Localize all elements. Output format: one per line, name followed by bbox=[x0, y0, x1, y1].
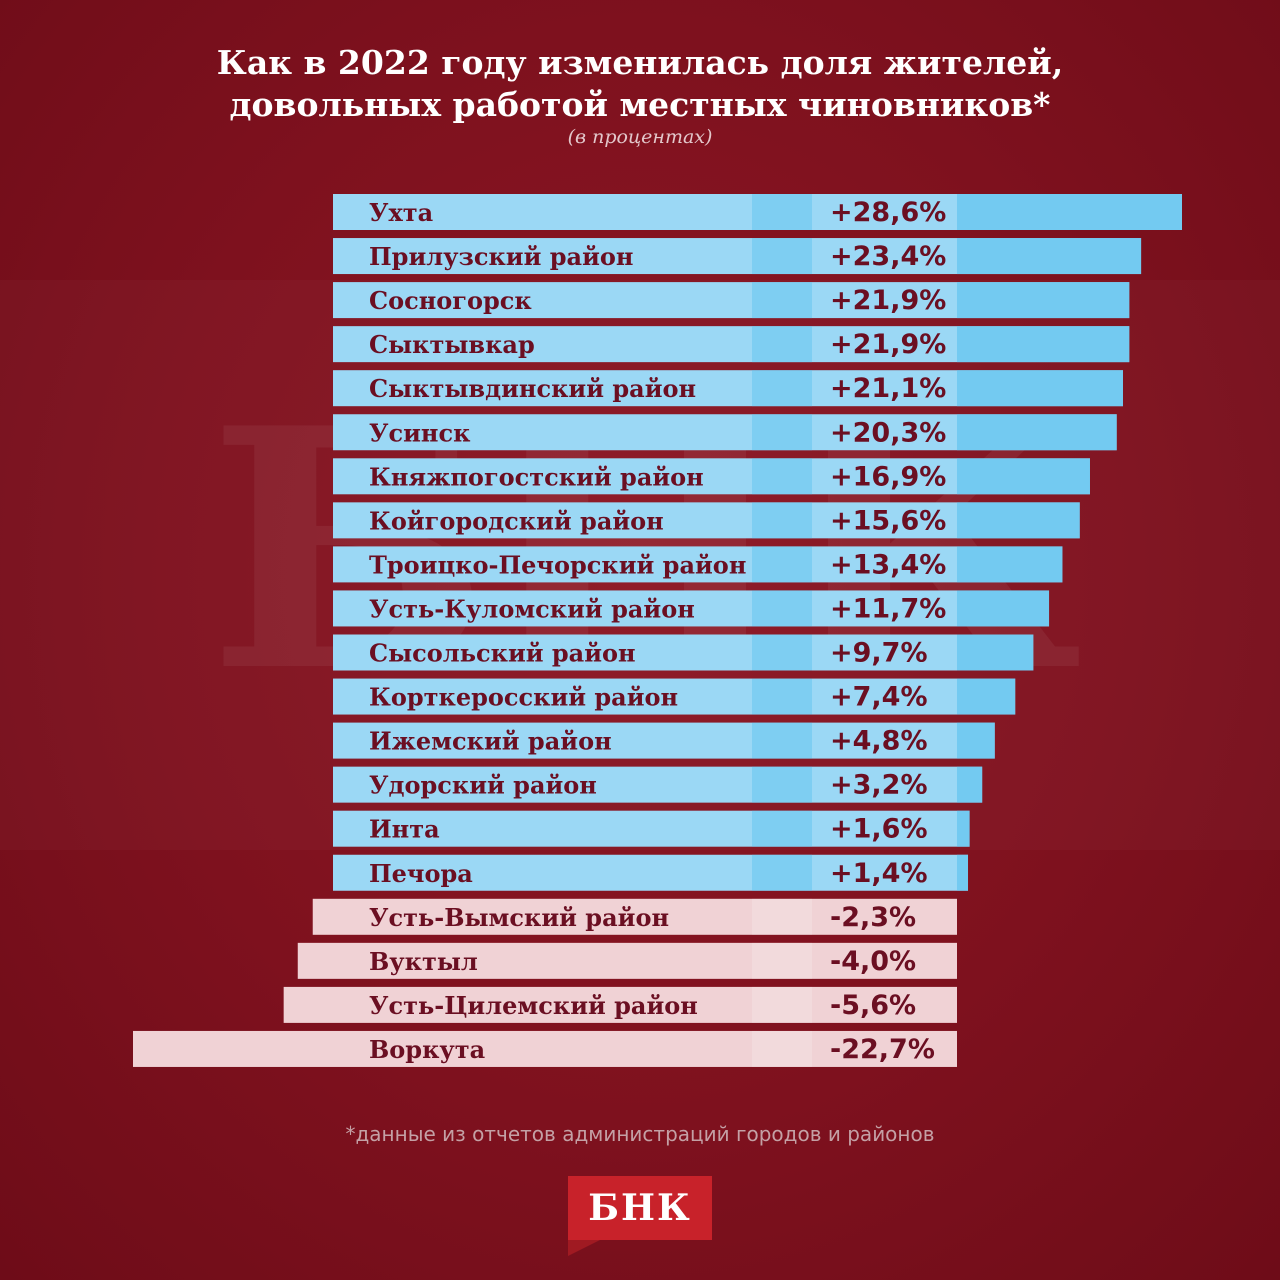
chart-subtitle: (в процентах) bbox=[567, 126, 713, 148]
value-label: +28,6% bbox=[830, 197, 946, 228]
category-label: Усть-Куломский район bbox=[369, 594, 695, 623]
value-label: +9,7% bbox=[830, 638, 928, 669]
bar-accent bbox=[752, 810, 812, 847]
bar bbox=[312, 898, 957, 935]
bar-accent bbox=[752, 678, 812, 715]
bar-accent bbox=[752, 722, 812, 759]
bar-accent bbox=[752, 986, 812, 1023]
bar bbox=[297, 942, 958, 979]
value-label: +1,4% bbox=[830, 858, 928, 889]
value-label: -5,6% bbox=[830, 990, 916, 1021]
category-label: Инта bbox=[369, 815, 440, 844]
bar-accent bbox=[752, 854, 812, 891]
bar-extension bbox=[957, 722, 995, 759]
value-label: +3,2% bbox=[830, 770, 928, 801]
bar-accent bbox=[752, 238, 812, 275]
category-label: Сыктывдинский район bbox=[369, 374, 696, 403]
value-label: +7,4% bbox=[830, 682, 928, 713]
bar-extension bbox=[957, 678, 1016, 715]
value-label: -2,3% bbox=[830, 902, 916, 933]
bar-extension bbox=[957, 414, 1117, 451]
bar-extension bbox=[957, 810, 970, 847]
bar-extension bbox=[957, 546, 1063, 583]
bar bbox=[333, 502, 1080, 539]
bar-accent bbox=[752, 634, 812, 671]
bar bbox=[333, 766, 983, 803]
category-label: Вуктыл bbox=[369, 947, 478, 976]
bar-extension bbox=[957, 502, 1080, 539]
bar-accent bbox=[752, 502, 812, 539]
value-label: +21,9% bbox=[830, 329, 946, 360]
category-label: Княжпогостский район bbox=[369, 462, 704, 491]
value-label: +21,9% bbox=[830, 285, 946, 316]
bar-accent bbox=[752, 546, 812, 583]
bar-extension bbox=[957, 458, 1090, 495]
value-label: +1,6% bbox=[830, 814, 928, 845]
bar-extension bbox=[957, 590, 1050, 627]
category-label: Воркута bbox=[369, 1035, 485, 1064]
value-label: +16,9% bbox=[830, 461, 946, 492]
bar-accent bbox=[752, 326, 812, 363]
bar-extension bbox=[957, 238, 1142, 275]
bar-extension bbox=[957, 370, 1123, 407]
bar-extension bbox=[957, 854, 969, 891]
category-label: Усть-Цилемский район bbox=[369, 991, 698, 1020]
title-line-2: довольных работой местных чиновников* bbox=[229, 85, 1051, 124]
category-label: Сосногорск bbox=[369, 286, 532, 315]
bnk-logo: БНК bbox=[568, 1176, 712, 1240]
footnote: *данные из отчетов администраций городов… bbox=[345, 1122, 935, 1146]
category-label: Ижемский район bbox=[369, 727, 612, 756]
value-label: +11,7% bbox=[830, 593, 946, 624]
category-label: Корткеросский район bbox=[369, 683, 678, 712]
bar-accent bbox=[752, 414, 812, 451]
bar-extension bbox=[957, 766, 983, 803]
bar-extension bbox=[957, 634, 1034, 671]
bar-accent bbox=[752, 282, 812, 319]
chart-title: Как в 2022 году изменилась доля жителей,… bbox=[0, 42, 1280, 126]
bar bbox=[333, 810, 970, 847]
category-label: Койгородский район bbox=[369, 506, 664, 535]
bar-extension bbox=[957, 326, 1130, 363]
bar-accent bbox=[752, 898, 812, 935]
category-label: Усть-Вымский район bbox=[369, 903, 669, 932]
bar-accent bbox=[752, 458, 812, 495]
category-label: Сыктывкар bbox=[369, 330, 535, 359]
category-label: Ухта bbox=[369, 198, 433, 227]
value-label: +20,3% bbox=[830, 417, 946, 448]
value-label: -22,7% bbox=[830, 1034, 935, 1065]
category-label: Усинск bbox=[369, 418, 471, 447]
value-label: +15,6% bbox=[830, 505, 946, 536]
bar bbox=[333, 678, 1016, 715]
bar bbox=[333, 854, 969, 891]
bar-accent bbox=[752, 766, 812, 803]
bar bbox=[283, 986, 958, 1023]
value-label: +23,4% bbox=[830, 241, 946, 272]
category-label: Троицко-Печорский район bbox=[369, 550, 746, 579]
category-label: Печора bbox=[369, 859, 473, 888]
bar-accent bbox=[752, 942, 812, 979]
bar-extension bbox=[957, 282, 1130, 319]
category-label: Сысольский район bbox=[369, 639, 636, 668]
bar bbox=[333, 722, 995, 759]
bar-extension bbox=[957, 194, 1182, 230]
bar bbox=[333, 634, 1034, 671]
category-label: Прилузский район bbox=[369, 242, 633, 271]
bar-accent bbox=[752, 370, 812, 407]
bar-accent bbox=[752, 194, 812, 230]
value-label: +4,8% bbox=[830, 726, 928, 757]
value-label: +13,4% bbox=[830, 549, 946, 580]
logo-tail bbox=[568, 1240, 600, 1256]
bar-accent bbox=[752, 590, 812, 627]
title-line-1: Как в 2022 году изменилась доля жителей, bbox=[216, 43, 1064, 82]
bar bbox=[333, 546, 1063, 583]
bar bbox=[333, 590, 1050, 627]
bar-accent bbox=[752, 1030, 812, 1067]
bar bbox=[133, 1030, 957, 1067]
value-label: +21,1% bbox=[830, 373, 946, 404]
value-label: -4,0% bbox=[830, 946, 916, 977]
category-label: Удорский район bbox=[369, 771, 597, 800]
